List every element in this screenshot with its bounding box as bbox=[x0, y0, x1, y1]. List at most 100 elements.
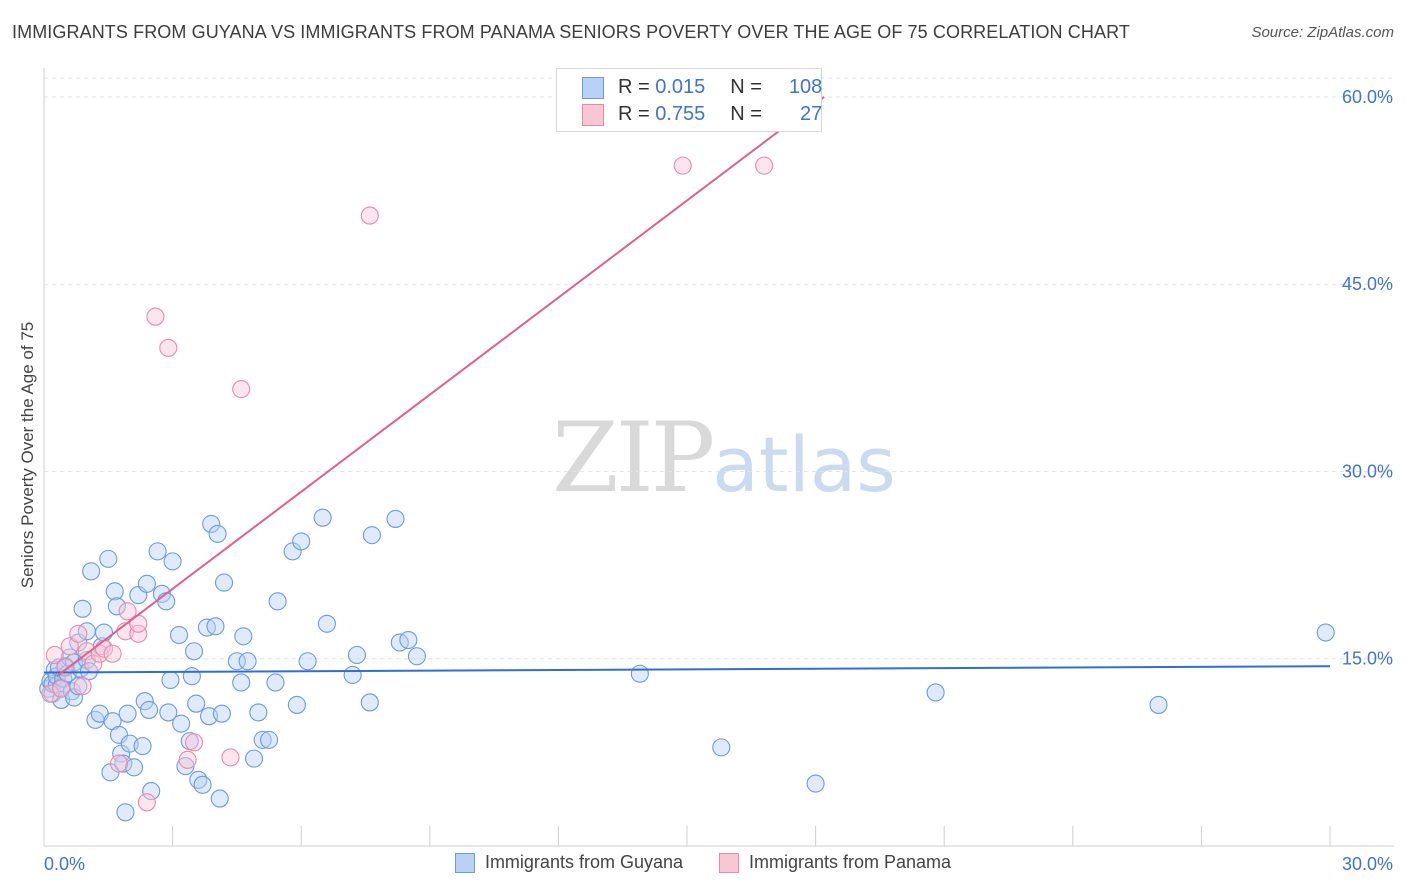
point-guyana bbox=[161, 670, 180, 690]
point-guyana bbox=[227, 652, 246, 671]
point-guyana bbox=[208, 524, 227, 543]
point-panama bbox=[60, 637, 79, 656]
point-guyana bbox=[259, 730, 279, 749]
stats-swatch-panama bbox=[582, 103, 604, 126]
point-guyana bbox=[712, 738, 731, 757]
point-guyana bbox=[292, 532, 311, 551]
point-panama bbox=[221, 748, 240, 767]
y-tick-label: 45.0% bbox=[1342, 274, 1393, 294]
grid-lines bbox=[44, 77, 1394, 660]
point-guyana bbox=[268, 592, 287, 611]
point-panama bbox=[184, 733, 204, 752]
point-guyana bbox=[105, 582, 124, 601]
point-panama bbox=[159, 338, 178, 357]
y-axis-label: Seniors Poverty Over the Age of 75 bbox=[18, 321, 37, 589]
point-panama bbox=[232, 380, 251, 399]
point-guyana bbox=[124, 758, 144, 777]
stats-r-label: R = bbox=[618, 76, 650, 98]
point-guyana bbox=[82, 562, 101, 581]
point-guyana bbox=[133, 737, 152, 756]
legend-item-guyana[interactable]: Immigrants from Guyana bbox=[454, 852, 683, 873]
point-guyana bbox=[214, 573, 234, 592]
point-panama bbox=[109, 754, 129, 773]
point-panama bbox=[69, 624, 88, 643]
point-guyana bbox=[157, 592, 176, 611]
point-guyana bbox=[407, 647, 426, 666]
point-panama bbox=[129, 614, 148, 633]
point-guyana bbox=[73, 599, 92, 618]
point-guyana bbox=[360, 693, 379, 712]
point-panama bbox=[146, 307, 165, 326]
axes bbox=[43, 68, 1394, 847]
point-guyana bbox=[118, 704, 137, 723]
point-guyana bbox=[210, 789, 229, 808]
y-tick-label: 15.0% bbox=[1342, 649, 1393, 669]
point-guyana bbox=[172, 714, 191, 733]
point-guyana bbox=[926, 683, 945, 702]
stats-row-guyana: R = 0.015 N = 108 bbox=[582, 76, 822, 99]
point-guyana bbox=[806, 774, 825, 793]
point-panama bbox=[129, 624, 148, 643]
stats-swatch-guyana bbox=[582, 76, 604, 99]
point-guyana bbox=[99, 549, 118, 568]
point-panama bbox=[755, 156, 774, 175]
point-panama bbox=[45, 645, 64, 665]
point-guyana bbox=[313, 508, 332, 527]
point-guyana bbox=[94, 623, 114, 642]
tick-labels: 15.0% 30.0% 45.0% 60.0% 0.0% 30.0% bbox=[44, 87, 1393, 874]
trend-lines bbox=[43, 96, 1331, 678]
chart-title: IMMIGRANTS FROM GUYANA VS IMMIGRANTS FRO… bbox=[12, 22, 1130, 42]
point-guyana bbox=[249, 703, 268, 722]
legend-label-guyana: Immigrants from Guyana bbox=[484, 852, 683, 872]
point-guyana bbox=[169, 625, 189, 645]
legend-item-panama[interactable]: Immigrants from Panama bbox=[719, 852, 951, 873]
stats-n-label: N = bbox=[730, 76, 762, 98]
y-tick-label: 30.0% bbox=[1342, 461, 1393, 481]
watermark-atlas: atlas bbox=[712, 420, 896, 509]
point-panama bbox=[103, 644, 122, 663]
point-guyana bbox=[184, 642, 204, 661]
series-guyana-points bbox=[39, 508, 1335, 822]
stats-r-value-panama: 0.755 bbox=[655, 103, 706, 125]
point-guyana bbox=[142, 782, 161, 801]
trend-line-guyana bbox=[43, 665, 1331, 674]
x-tick-label: 0.0% bbox=[44, 854, 85, 874]
point-guyana bbox=[116, 803, 135, 822]
point-guyana bbox=[202, 514, 221, 533]
legend-label-panama: Immigrants from Panama bbox=[749, 852, 952, 872]
point-panama bbox=[673, 156, 692, 175]
point-panama bbox=[73, 677, 92, 696]
point-guyana bbox=[298, 652, 317, 671]
watermark: ZIPatlas bbox=[552, 402, 896, 514]
stats-n-label: N = bbox=[730, 103, 762, 125]
stats-r-label: R = bbox=[618, 103, 650, 125]
point-guyana bbox=[137, 574, 156, 593]
point-guyana bbox=[206, 617, 225, 636]
point-guyana bbox=[399, 630, 418, 650]
watermark-zip: ZIP bbox=[552, 402, 715, 514]
point-guyana bbox=[1316, 623, 1335, 642]
point-panama bbox=[118, 602, 137, 621]
point-guyana bbox=[362, 526, 381, 545]
stats-box: R = 0.015 N = 108 R = 0.755 N = 27 bbox=[556, 68, 822, 132]
x-tick-label: 30.0% bbox=[1342, 854, 1393, 874]
point-guyana bbox=[317, 614, 336, 633]
point-panama bbox=[41, 684, 60, 703]
series-panama-points bbox=[41, 156, 774, 812]
point-guyana bbox=[135, 692, 154, 711]
point-panama bbox=[178, 750, 197, 769]
point-panama bbox=[137, 793, 156, 812]
stats-n-value-guyana: 108 bbox=[788, 76, 823, 98]
point-guyana bbox=[343, 665, 362, 685]
point-guyana bbox=[1149, 695, 1168, 714]
point-guyana bbox=[163, 552, 182, 571]
stats-n-value-panama: 27 bbox=[800, 103, 823, 125]
point-panama bbox=[360, 206, 379, 225]
source-label: Source: ZipAtlas.com bbox=[1251, 24, 1394, 41]
point-guyana bbox=[148, 542, 167, 561]
point-guyana bbox=[107, 597, 126, 616]
point-guyana bbox=[187, 694, 206, 713]
point-guyana bbox=[139, 700, 159, 719]
point-guyana bbox=[386, 509, 405, 528]
